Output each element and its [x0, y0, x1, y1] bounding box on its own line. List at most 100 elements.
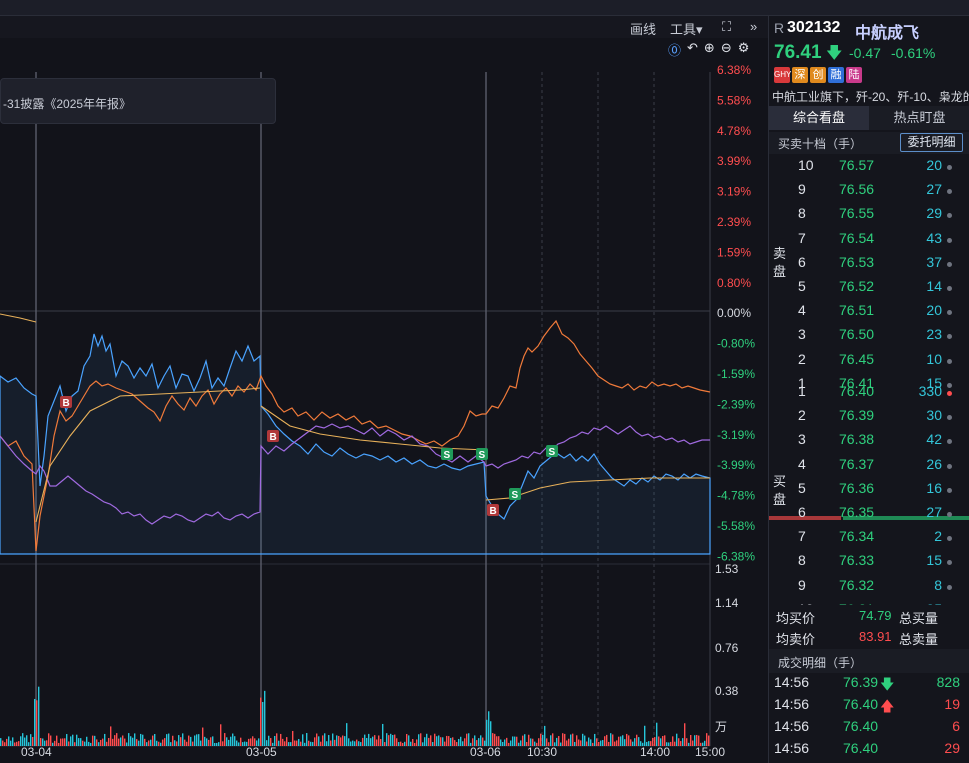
bids-row[interactable]: 9 76.32 8 — [769, 577, 969, 601]
volume-bar — [48, 733, 50, 746]
bids-row[interactable]: 8 76.33 15 — [769, 552, 969, 576]
volume-bar — [590, 739, 592, 746]
volume-bar — [390, 733, 392, 746]
trade-volume: 19 — [944, 696, 960, 712]
sell-marker[interactable]: S — [476, 448, 488, 461]
event-tooltip-text: -31披露《2025年年报》 — [3, 97, 132, 111]
volume-bar — [212, 736, 214, 746]
volume-bar — [548, 742, 550, 746]
volume-bar — [668, 742, 670, 746]
bids-row[interactable]: 3 76.38 42 — [769, 431, 969, 455]
bids-row[interactable]: 1 76.40 330 — [769, 383, 969, 407]
bids-row[interactable]: 4 76.37 26 — [769, 456, 969, 480]
volume-bar — [564, 733, 566, 746]
level: 4 — [798, 302, 806, 319]
tab-overview[interactable]: 综合看盘 — [769, 106, 869, 130]
yuan-icon[interactable]: ⓪ — [668, 43, 682, 58]
tools-button[interactable]: 工具▾ — [670, 22, 703, 37]
level-dot-icon — [947, 415, 952, 421]
level: 5 — [798, 479, 806, 496]
volume-bar — [654, 737, 656, 746]
volume-bar — [250, 738, 252, 746]
level-price: 76.45 — [839, 350, 875, 367]
buy-marker[interactable]: B — [487, 504, 499, 517]
level-price: 76.38 — [839, 431, 875, 448]
level-volume: 10 — [926, 350, 942, 367]
volume-bar — [256, 740, 258, 746]
level-dot-icon — [947, 165, 952, 170]
volume-bar — [630, 739, 632, 746]
volume-bar — [442, 737, 444, 746]
volume-bar — [334, 739, 336, 746]
volume-bar — [282, 738, 284, 746]
asks-row[interactable]: 9 76.56 27 — [769, 181, 969, 205]
asks-row[interactable]: 7 76.54 43 — [769, 230, 969, 254]
order-detail-button[interactable]: 委托明细 — [900, 133, 963, 152]
asks-row[interactable]: 5 76.52 14 — [769, 278, 969, 302]
collapse-icon[interactable]: » — [750, 19, 758, 34]
asks-row[interactable]: 6 76.53 37 — [769, 254, 969, 278]
level-volume: 16 — [926, 479, 942, 496]
intraday-chart[interactable]: 6.38% 5.58% 4.78% 3.99% 3.19% 2.39% 1.59% 0.80%… — [0, 16, 768, 763]
gear-icon[interactable]: ⚙ — [737, 40, 750, 55]
volume-bar — [436, 736, 438, 746]
bids-row[interactable]: 2 76.39 30 — [769, 407, 969, 431]
stock-code: 302132 — [787, 19, 841, 36]
tab-hot-watch[interactable]: 热点盯盘 — [869, 106, 969, 130]
volume-bar — [452, 737, 454, 746]
volume-bar — [476, 740, 478, 746]
trade-price: 76.40 — [843, 696, 879, 712]
trade-volume: 29 — [944, 740, 960, 756]
volume-bar — [238, 742, 240, 746]
orange-price-line — [0, 319, 711, 552]
volume-bar — [356, 739, 358, 746]
asks-row[interactable]: 8 76.55 29 — [769, 205, 969, 229]
pct-tick-label: -2.39% — [717, 397, 755, 411]
stock-name[interactable]: 中航成飞 — [855, 25, 920, 42]
asks-row[interactable]: 10 76.57 20 — [769, 157, 969, 181]
trade-time: 14:56 — [774, 696, 810, 712]
sell-marker[interactable]: S — [546, 445, 558, 458]
volume-bar — [230, 736, 232, 746]
volume-bar — [480, 735, 482, 746]
asks-row[interactable]: 4 76.51 20 — [769, 302, 969, 326]
zoom-in-icon[interactable]: ⊕ — [703, 40, 715, 55]
volume-bar — [352, 740, 354, 746]
trade-detail-title: 成交明细（手） — [778, 656, 863, 670]
asks-row[interactable]: 2 76.45 10 — [769, 351, 969, 375]
buy-marker[interactable]: B — [267, 430, 279, 443]
volume-bar — [182, 733, 184, 746]
zoom-out-icon[interactable]: ⊖ — [720, 40, 732, 55]
volume-bar — [10, 740, 12, 746]
fullscreen-icon[interactable]: ⛶ — [722, 19, 732, 34]
volume-bar — [518, 742, 520, 746]
volume-bar — [44, 740, 46, 746]
level: 8 — [798, 552, 806, 569]
asks-row[interactable]: 3 76.50 23 — [769, 326, 969, 350]
volume-bar — [228, 739, 230, 746]
volume-bar — [294, 740, 296, 746]
volume-bar — [136, 739, 138, 746]
buy-marker[interactable]: B — [60, 396, 72, 409]
volume-axis: 1.53 1.14 0.76 0.38 万 — [715, 562, 739, 734]
chart-area[interactable]: 画线 工具▾ ⛶ » ⓪ ↶ ⊕ ⊖ ⚙ 6.38% 5.58% 4.78% 3.99… — [0, 16, 768, 763]
bids-row[interactable]: 7 76.34 2 — [769, 528, 969, 552]
volume-bar — [534, 741, 536, 746]
asks-row[interactable]: 1 76.41 15 — [769, 375, 969, 399]
volume-bar — [398, 742, 400, 746]
level: 2 — [798, 407, 806, 424]
sell-marker[interactable]: S — [509, 488, 521, 501]
draw-button[interactable]: 画线 — [630, 22, 657, 37]
level-price: 76.56 — [839, 181, 875, 198]
volume-bar — [680, 741, 682, 746]
volume-bar — [4, 742, 6, 746]
volume-bar — [82, 740, 84, 746]
volume-bar — [370, 738, 372, 746]
sell-marker[interactable]: S — [441, 448, 453, 461]
undo-icon[interactable]: ↶ — [687, 40, 698, 55]
bids-row[interactable]: 5 76.36 16 — [769, 480, 969, 504]
volume-bar — [440, 737, 442, 746]
trade-row: 14:56 76.40 🡅 19 — [769, 696, 969, 718]
volume-bar — [194, 735, 196, 746]
bids-row[interactable]: 6 76.35 27 — [769, 504, 969, 528]
